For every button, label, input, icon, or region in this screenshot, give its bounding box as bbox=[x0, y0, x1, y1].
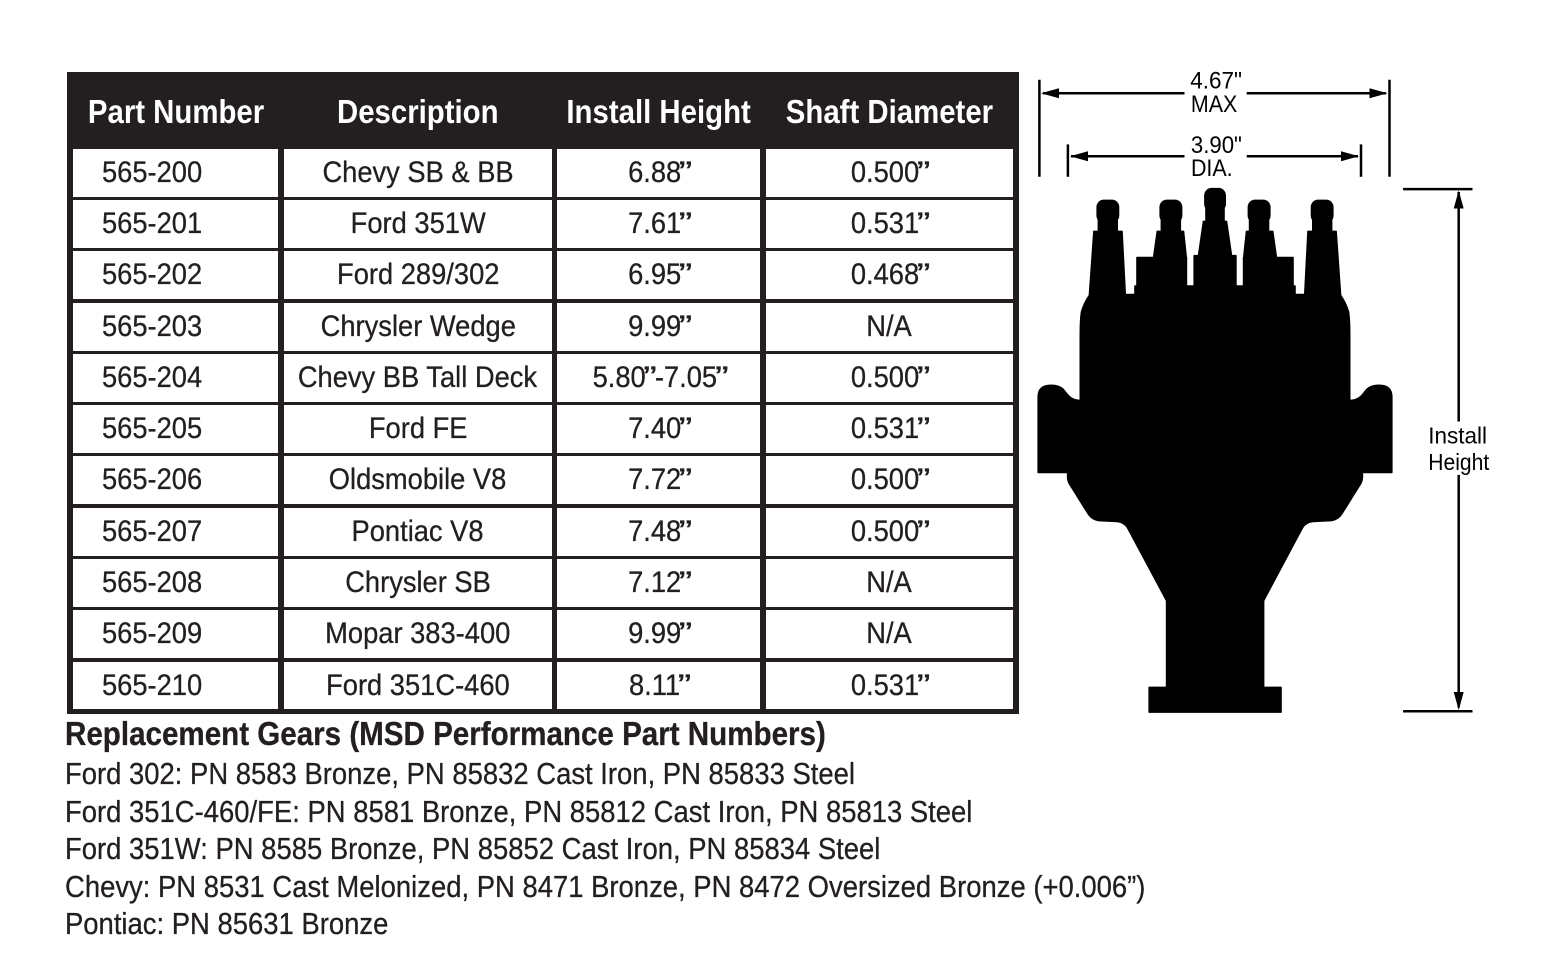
svg-text:Height: Height bbox=[1428, 449, 1489, 475]
svg-text:Install: Install bbox=[1428, 423, 1487, 449]
svg-text:4.67": 4.67" bbox=[1190, 68, 1242, 95]
svg-text:DIA.: DIA. bbox=[1191, 155, 1233, 182]
svg-text:MAX: MAX bbox=[1191, 91, 1237, 118]
svg-text:3.90": 3.90" bbox=[1191, 132, 1242, 159]
